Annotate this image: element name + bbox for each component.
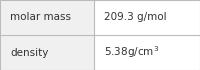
Bar [94, 35, 200, 70]
Text: 209.3 g/mol: 209.3 g/mol [104, 13, 167, 22]
Bar [0, 35, 94, 70]
Bar [0, 0, 94, 35]
Bar [94, 0, 200, 35]
Text: $\mathregular{5.38 g/cm}^{3}$: $\mathregular{5.38 g/cm}^{3}$ [104, 45, 159, 60]
Text: density: density [10, 48, 48, 57]
Text: molar mass: molar mass [10, 13, 71, 22]
